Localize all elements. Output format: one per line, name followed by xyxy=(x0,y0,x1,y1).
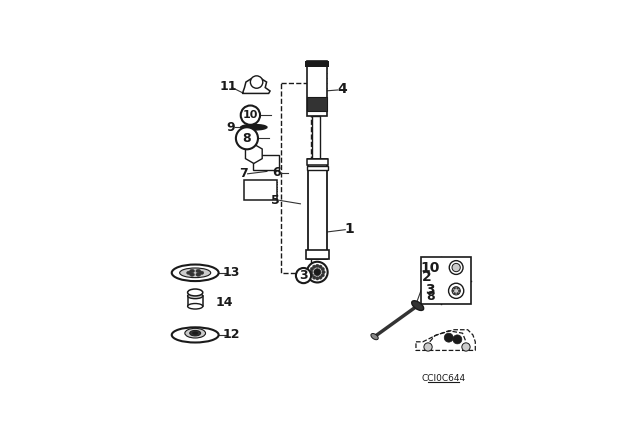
Bar xyxy=(307,97,327,111)
Text: 5: 5 xyxy=(271,194,280,207)
Bar xyxy=(307,159,328,165)
Bar xyxy=(306,250,329,259)
Circle shape xyxy=(250,76,263,88)
Circle shape xyxy=(457,287,459,289)
Text: 6: 6 xyxy=(272,166,280,179)
Text: 12: 12 xyxy=(223,328,240,341)
Circle shape xyxy=(296,268,311,283)
Circle shape xyxy=(316,264,319,267)
Circle shape xyxy=(424,343,432,351)
Bar xyxy=(282,83,312,273)
Circle shape xyxy=(452,263,460,271)
Circle shape xyxy=(457,293,459,294)
Ellipse shape xyxy=(188,289,203,296)
Bar xyxy=(307,60,327,116)
Ellipse shape xyxy=(188,303,203,309)
Ellipse shape xyxy=(185,328,205,338)
Bar xyxy=(188,296,203,306)
Ellipse shape xyxy=(188,293,203,299)
Ellipse shape xyxy=(371,334,378,340)
Circle shape xyxy=(312,276,316,279)
Circle shape xyxy=(454,293,456,294)
Circle shape xyxy=(452,287,460,295)
Ellipse shape xyxy=(189,331,201,336)
Text: 14: 14 xyxy=(216,296,233,309)
Text: 2: 2 xyxy=(421,270,431,284)
Text: 10: 10 xyxy=(420,261,440,275)
Text: 7: 7 xyxy=(239,167,248,180)
Circle shape xyxy=(454,287,456,289)
Circle shape xyxy=(444,333,453,342)
Ellipse shape xyxy=(172,264,219,281)
Circle shape xyxy=(316,276,319,280)
Circle shape xyxy=(309,271,313,274)
Circle shape xyxy=(453,335,462,344)
Circle shape xyxy=(312,265,316,268)
Circle shape xyxy=(310,273,314,277)
Circle shape xyxy=(321,267,324,271)
Text: 13: 13 xyxy=(223,266,240,279)
Ellipse shape xyxy=(412,301,424,310)
Circle shape xyxy=(449,261,463,275)
Circle shape xyxy=(241,105,260,125)
Text: 9: 9 xyxy=(227,121,236,134)
Bar xyxy=(308,159,326,259)
Circle shape xyxy=(322,271,325,274)
Polygon shape xyxy=(243,78,270,94)
Circle shape xyxy=(319,276,322,279)
Ellipse shape xyxy=(189,269,195,273)
Circle shape xyxy=(307,262,328,283)
Circle shape xyxy=(319,265,322,268)
Circle shape xyxy=(452,290,454,292)
Ellipse shape xyxy=(199,271,204,275)
Circle shape xyxy=(310,267,314,271)
Circle shape xyxy=(236,127,258,149)
Ellipse shape xyxy=(187,271,191,275)
Circle shape xyxy=(449,283,464,298)
Ellipse shape xyxy=(241,125,267,130)
Ellipse shape xyxy=(172,327,219,342)
Bar xyxy=(421,257,471,304)
Circle shape xyxy=(458,290,460,292)
Ellipse shape xyxy=(180,268,211,278)
Ellipse shape xyxy=(189,273,195,276)
Polygon shape xyxy=(246,144,262,164)
Text: 8: 8 xyxy=(243,132,252,145)
Text: 1: 1 xyxy=(345,222,355,236)
Text: 8: 8 xyxy=(426,290,435,303)
Bar xyxy=(312,116,320,159)
Bar xyxy=(244,180,277,200)
Text: 3: 3 xyxy=(299,269,308,282)
Bar xyxy=(307,166,328,170)
Bar xyxy=(253,155,279,170)
Bar xyxy=(305,60,330,67)
Text: 3: 3 xyxy=(426,283,435,297)
Circle shape xyxy=(314,269,321,276)
Ellipse shape xyxy=(196,269,201,273)
Text: 11: 11 xyxy=(220,80,237,93)
Ellipse shape xyxy=(193,332,198,335)
Text: 10: 10 xyxy=(243,110,258,120)
Text: CCI0C644: CCI0C644 xyxy=(422,374,466,383)
Text: 4: 4 xyxy=(337,82,347,96)
Circle shape xyxy=(462,343,470,351)
Ellipse shape xyxy=(196,273,201,276)
Circle shape xyxy=(321,273,324,277)
